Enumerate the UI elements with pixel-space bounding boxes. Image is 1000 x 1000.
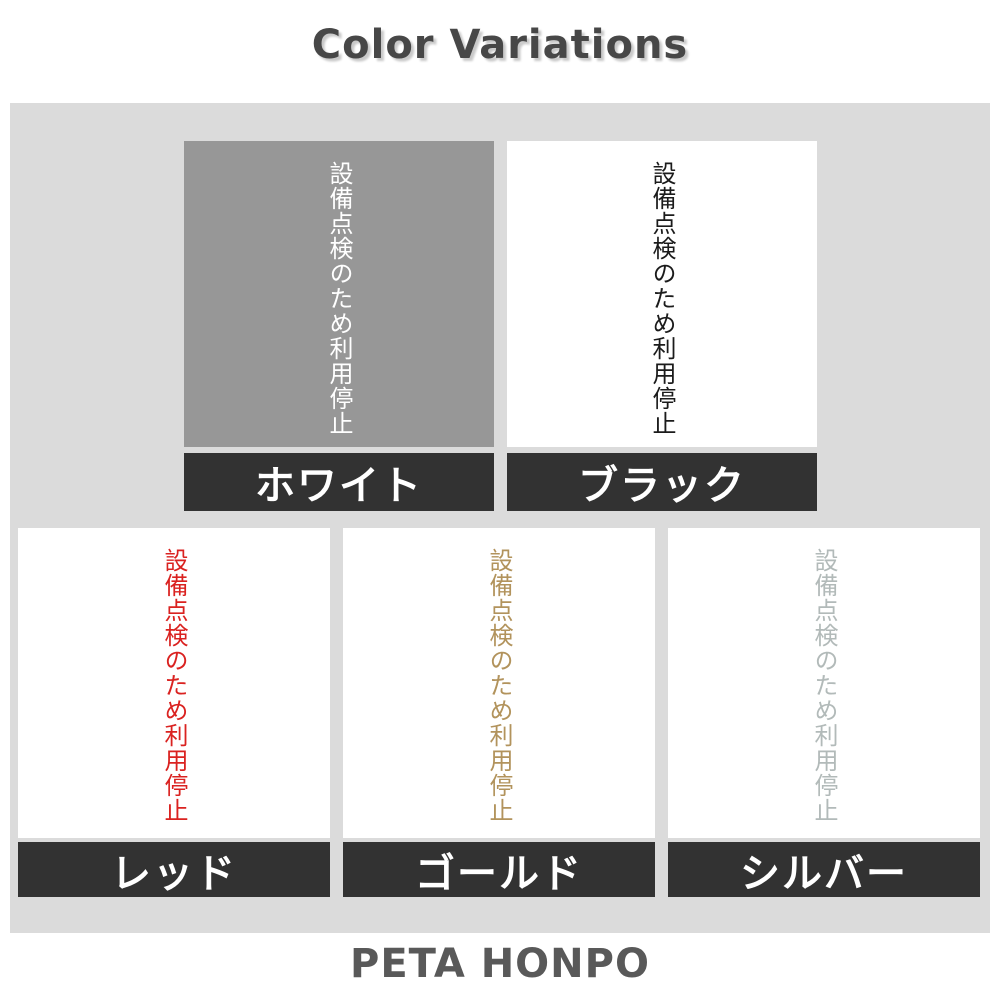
page-title: Color Variations [311, 22, 689, 68]
variation-label-white: ホワイト [184, 453, 494, 511]
variation-card-gold: 設備点検のため利用停止 ゴールド [343, 528, 655, 897]
variation-card-white: 設備点検のため利用停止 ホワイト [184, 141, 494, 511]
sticker-message-black: 設備点検のため利用停止 [648, 161, 676, 436]
swatch-preview-gold: 設備点検のため利用停止 [343, 528, 655, 838]
variation-label-red: レッド [18, 842, 330, 897]
variation-card-black: 設備点検のため利用停止 ブラック [507, 141, 817, 511]
color-variations-panel: 設備点検のため利用停止 ホワイト 設備点検のため利用停止 ブラック 設備点検のた… [10, 103, 990, 933]
sticker-message-silver: 設備点検のため利用停止 [810, 548, 838, 823]
swatch-preview-white: 設備点検のため利用停止 [184, 141, 494, 447]
brand-name: PETA HONPO [350, 941, 650, 987]
swatch-preview-silver: 設備点検のため利用停止 [668, 528, 980, 838]
swatch-preview-black: 設備点検のため利用停止 [507, 141, 817, 447]
variation-card-silver: 設備点検のため利用停止 シルバー [668, 528, 980, 897]
swatch-preview-red: 設備点検のため利用停止 [18, 528, 330, 838]
sticker-message-red: 設備点検のため利用停止 [160, 548, 188, 823]
variation-label-gold: ゴールド [343, 842, 655, 897]
sticker-message-gold: 設備点検のため利用停止 [485, 548, 513, 823]
variation-label-silver: シルバー [668, 842, 980, 897]
sticker-message-white: 設備点検のため利用停止 [325, 161, 353, 436]
variation-label-black: ブラック [507, 453, 817, 511]
variation-card-red: 設備点検のため利用停止 レッド [18, 528, 330, 897]
